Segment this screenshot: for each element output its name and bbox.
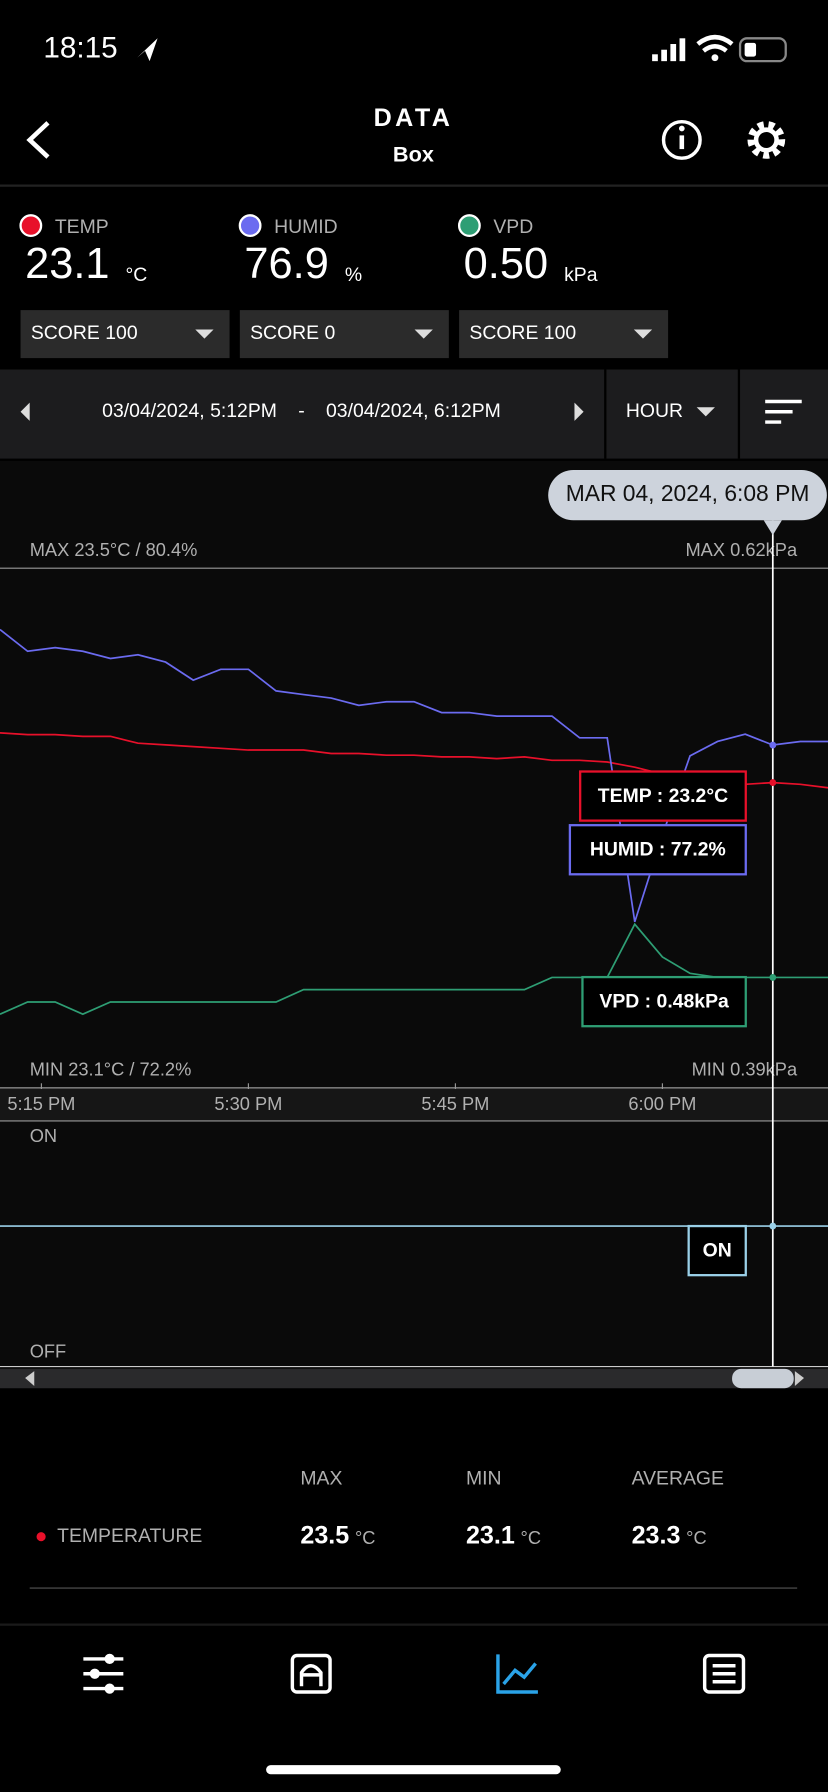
x-tick-label: 6:00 PM (628, 1093, 696, 1114)
settings-button[interactable] (747, 121, 786, 159)
switch-tooltip (687, 1224, 747, 1277)
max-label: MAX 0.62kPa (685, 539, 798, 560)
location-icon (137, 38, 158, 62)
header-subtitle: Box (393, 142, 434, 167)
reading-unit: kPa (564, 264, 598, 286)
cursor-label: MAR 04, 2024, 6:08 PM (566, 480, 810, 506)
reading-unit: °C (126, 264, 148, 286)
cursor-pointer (763, 520, 782, 536)
scroll-thumb[interactable] (732, 1368, 794, 1389)
nav-settings[interactable] (83, 1653, 124, 1694)
range-separator: - (298, 400, 304, 422)
tooltip-box (568, 824, 747, 876)
reading-dot (457, 214, 481, 238)
chart: 5:15 PM 5:30 PM 5:45 PM 6:00 PM MAR 04, 2024… (0, 470, 828, 1367)
min-label: MIN 23.1°C / 72.2% (30, 1059, 192, 1080)
stats-dot (36, 1532, 46, 1542)
stats-unit: °C (355, 1527, 376, 1548)
range-bar (0, 369, 828, 459)
stats-unit: °C (521, 1527, 542, 1548)
stats-header: MAX (300, 1468, 342, 1490)
tooltip-text: HUMID : 77.2% (590, 838, 726, 860)
score-label: SCORE 0 (250, 322, 335, 344)
back-button[interactable] (26, 121, 50, 159)
stats-header: AVERAGE (632, 1468, 724, 1490)
next-button[interactable] (574, 402, 584, 421)
nav-list[interactable] (702, 1653, 746, 1694)
x-tick-label: 5:15 PM (7, 1093, 75, 1114)
off-label: OFF (30, 1341, 67, 1362)
stats-name: TEMPERATURE (57, 1525, 202, 1547)
clock: 18:15 (43, 32, 117, 65)
reading-value: 0.50 (464, 240, 548, 288)
reading-value: 76.9 (244, 240, 328, 288)
stats-header: MIN (466, 1468, 502, 1490)
cursor-point (769, 741, 777, 749)
scrollbar[interactable] (0, 1368, 828, 1389)
wifi-icon (696, 34, 734, 53)
cursor-point (769, 779, 777, 787)
tooltip-box (579, 770, 747, 822)
range-unit[interactable]: HOUR (626, 400, 683, 422)
cursor-point (769, 973, 777, 981)
tooltip-text: VPD : 0.48kPa (599, 990, 729, 1012)
reading-label: TEMP (55, 216, 109, 238)
on-label: ON (30, 1125, 57, 1146)
min-label: MIN 0.39kPa (692, 1059, 798, 1080)
range-start: 03/04/2024, 5:12PM (102, 400, 277, 422)
dropdown-arrow (696, 407, 715, 417)
stats-value: 23.1 (466, 1521, 515, 1549)
score-dropdown[interactable] (20, 310, 230, 359)
nav-device[interactable] (290, 1653, 332, 1694)
dropdown-arrow (633, 329, 653, 339)
reading-dot (19, 214, 43, 238)
dropdown-arrow (414, 329, 433, 339)
series-line (0, 628, 828, 923)
reading-label: HUMID (274, 216, 338, 238)
reading-dot (238, 214, 262, 238)
stats-value: 23.5 (300, 1521, 349, 1549)
series-line (0, 922, 828, 1016)
signal-icon (652, 38, 686, 62)
prev-button[interactable] (20, 402, 30, 421)
cursor-bubble (548, 470, 827, 521)
score-label: SCORE 100 (469, 322, 576, 344)
stats-value: 23.3 (632, 1521, 681, 1549)
x-axis-band (0, 1089, 828, 1121)
reading-unit: % (345, 264, 362, 286)
battery-level (744, 42, 757, 57)
score-dropdown[interactable] (239, 310, 449, 359)
switch-point (769, 1222, 777, 1230)
dropdown-arrow (195, 329, 214, 339)
battery (738, 37, 787, 63)
wifi-dot (711, 54, 719, 62)
score-label: SCORE 100 (31, 322, 138, 344)
score-dropdown[interactable] (459, 310, 669, 359)
reading-value: 23.1 (25, 240, 109, 288)
x-tick-label: 5:30 PM (214, 1093, 282, 1114)
switch-tooltip-text: ON (703, 1239, 732, 1261)
tooltip-text: TEMP : 23.2°C (598, 785, 728, 807)
x-tick-label: 5:45 PM (421, 1093, 489, 1114)
sort-button[interactable] (765, 399, 802, 424)
stats-unit: °C (686, 1527, 707, 1548)
header-title: DATA (374, 104, 454, 132)
info-button[interactable] (661, 119, 702, 160)
nav-chart[interactable] (496, 1654, 538, 1694)
range-end: 03/04/2024, 6:12PM (326, 400, 501, 422)
max-label: MAX 23.5°C / 80.4% (30, 539, 198, 560)
home-indicator (266, 1765, 561, 1775)
tooltip-box (581, 975, 747, 1028)
reading-label: VPD (493, 216, 533, 238)
